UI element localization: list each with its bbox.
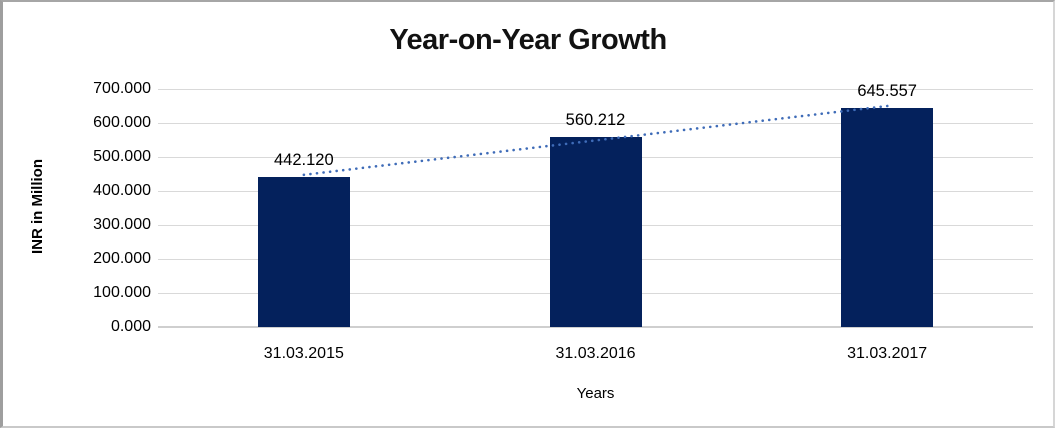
x-tick-label: 31.03.2015 bbox=[263, 345, 344, 362]
y-tick-label: 200.000 bbox=[93, 250, 151, 267]
trendline-dotted-line bbox=[302, 104, 892, 177]
trendline bbox=[302, 104, 892, 177]
gridline bbox=[158, 89, 1033, 90]
bar bbox=[549, 136, 642, 327]
plot-area: 442.120 560.212 645.557 bbox=[158, 82, 1033, 328]
bar-value-label: 442.120 bbox=[274, 150, 334, 169]
y-tick-label: 100.000 bbox=[93, 284, 151, 301]
gridline bbox=[158, 123, 1033, 124]
x-axis-title: Years bbox=[576, 385, 615, 402]
chart-title: Year-on-Year Growth bbox=[389, 24, 667, 56]
y-tick-label: 300.000 bbox=[93, 216, 151, 233]
x-tick-label: 31.03.2016 bbox=[555, 345, 636, 362]
x-tick-label: 31.03.2017 bbox=[847, 345, 928, 362]
y-tick-label: 400.000 bbox=[93, 182, 151, 199]
x-axis-line bbox=[158, 326, 1033, 328]
y-tick-label: 0.000 bbox=[110, 318, 151, 335]
bar-value-label: 645.557 bbox=[857, 81, 917, 100]
y-tick-label: 700.000 bbox=[93, 80, 151, 97]
bar bbox=[257, 176, 350, 327]
bar-value-label: 560.212 bbox=[565, 110, 626, 129]
y-tick-label: 600.000 bbox=[93, 114, 151, 131]
bar bbox=[841, 107, 934, 327]
y-tick-label: 500.000 bbox=[93, 148, 151, 165]
